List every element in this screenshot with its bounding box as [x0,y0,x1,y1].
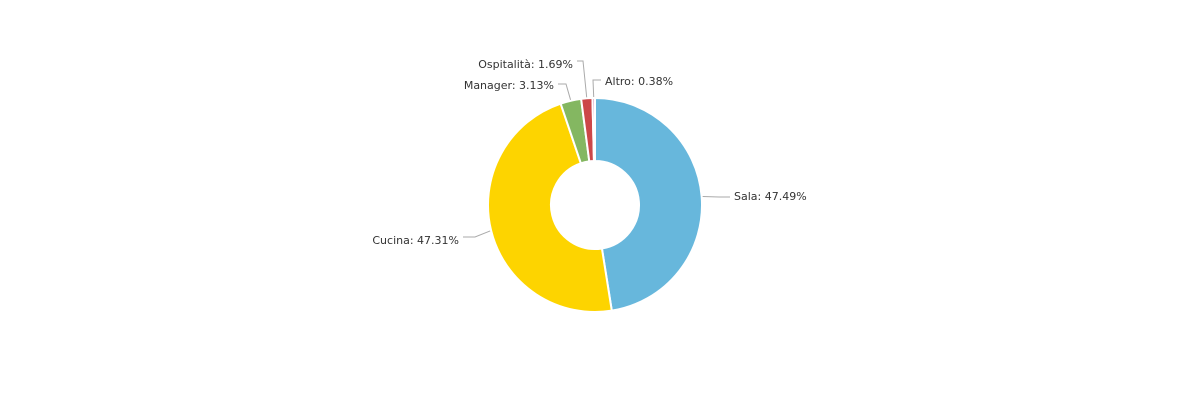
connector-manager [558,83,572,100]
slice-label-altro: Altro: 0.38% [605,75,673,88]
connector-altro [592,79,601,98]
slice-label-sala: Sala: 47.49% [734,190,807,203]
slice-label-cucina: Cucina: 47.31% [372,234,459,247]
slice-altro[interactable] [591,96,596,163]
connector-sala [702,195,730,198]
slice-label-manager: Manager: 3.13% [464,79,554,92]
slice-sala[interactable] [594,96,703,312]
slice-cucina[interactable] [487,102,613,313]
connectors-group [463,60,730,238]
labels-group: Sala: 47.49% Cucina: 47.31% Manager: 3.13%… [372,58,806,247]
slices-group [487,96,703,313]
connector-ospitalit- [577,60,588,98]
slice-label-ospitalit-: Ospitalità: 1.69% [478,58,573,71]
connector-cucina [463,230,491,238]
